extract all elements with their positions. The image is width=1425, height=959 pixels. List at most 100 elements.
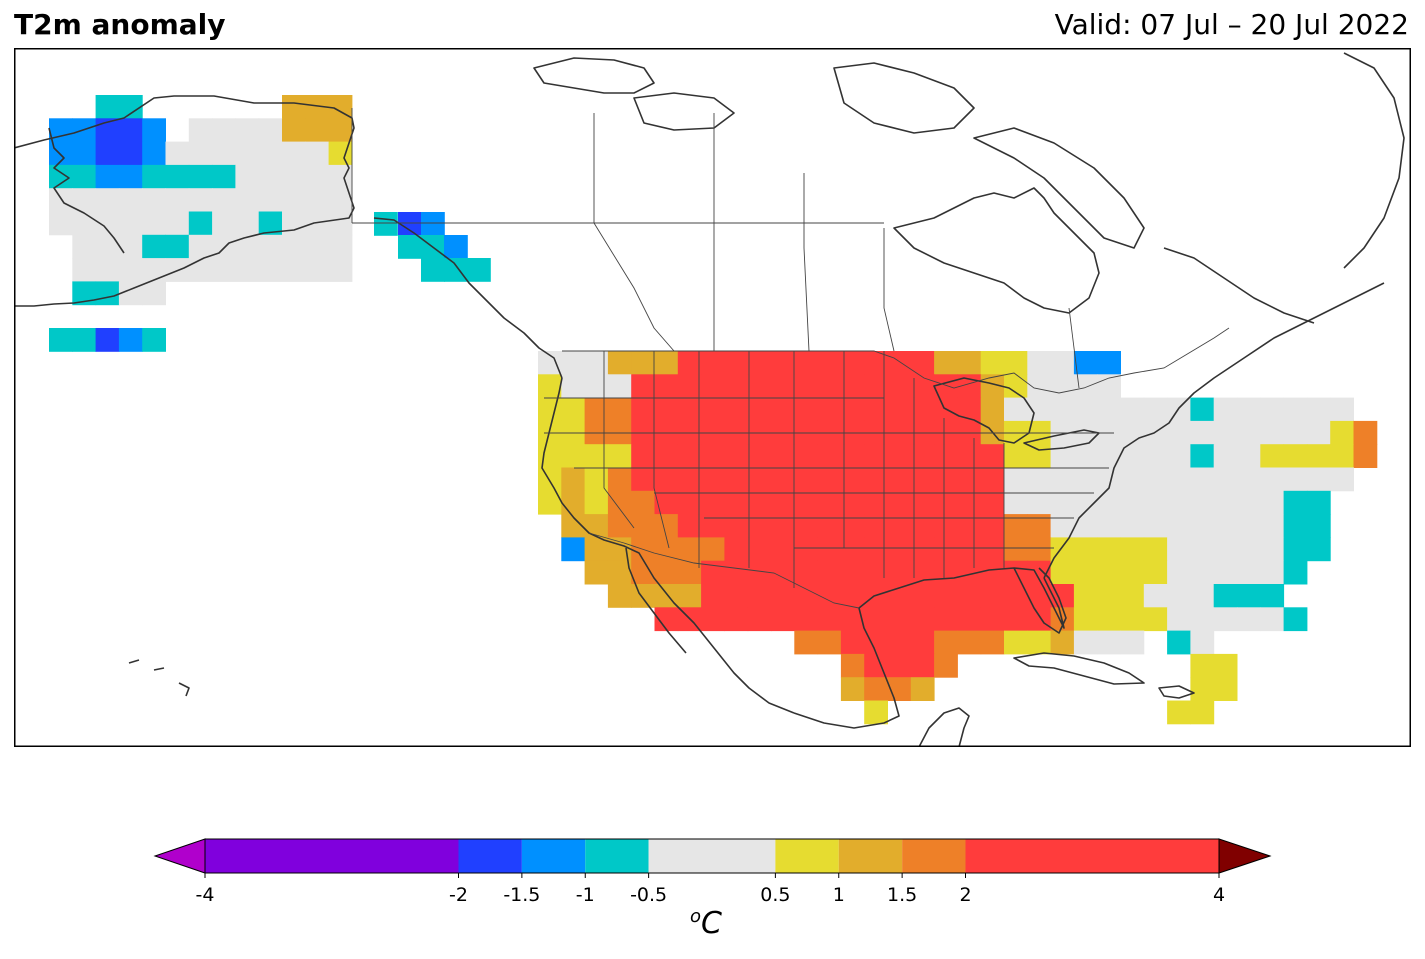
conus-cell: [864, 700, 888, 725]
conus-cell: [1120, 420, 1145, 445]
colorbar-tick-label: 4: [1213, 884, 1225, 906]
conus-cell: [1190, 420, 1215, 445]
conus-cell: [1073, 537, 1098, 562]
conus-cell: [654, 374, 679, 399]
panhandle-cell: [398, 235, 422, 259]
panhandle-cell: [444, 258, 468, 282]
conus-cell: [864, 607, 888, 632]
conus-cell: [701, 560, 725, 585]
alaska-cell: [72, 258, 97, 282]
conus-cell: [840, 677, 865, 701]
conus-cell: [771, 560, 795, 585]
conus-cell: [1097, 490, 1121, 515]
conus-cell: [1120, 584, 1145, 608]
conus-cell: [1004, 607, 1028, 632]
conus-cell: [607, 560, 632, 585]
alaska-cell: [305, 95, 330, 119]
conus-cell: [1004, 351, 1028, 375]
conus-cell: [840, 490, 865, 515]
arctic-island-3: [833, 62, 975, 134]
conus-cell: [1073, 584, 1098, 608]
conus-cell: [1190, 397, 1215, 422]
conus-cell: [724, 537, 749, 562]
alaska-cell: [118, 188, 143, 212]
conus-cell: [677, 397, 702, 422]
conus-cell: [840, 537, 865, 562]
conus-cell: [1143, 397, 1168, 422]
conus-cell: [1213, 537, 1238, 562]
alaska-cell: [212, 258, 236, 282]
conus-cell: [1167, 560, 1191, 585]
conus-cell: [1237, 607, 1261, 632]
alaska-cell: [72, 164, 97, 189]
alaska-cell: [72, 328, 97, 352]
conus-cell: [1004, 490, 1028, 515]
alaska-cell: [258, 258, 283, 282]
canada-west-coast: [373, 217, 563, 379]
conus-cell: [910, 537, 935, 562]
conus-cell: [1260, 444, 1285, 468]
conus-cell: [1120, 490, 1145, 515]
anomaly-cells: [49, 95, 1378, 725]
alaska-cell: [328, 164, 353, 189]
conus-cell: [1167, 584, 1191, 608]
conus-cell: [747, 560, 772, 585]
conus-cell: [724, 514, 749, 538]
conus-cell: [747, 537, 772, 562]
alaska-cell: [235, 118, 260, 143]
conus-cell: [1237, 560, 1261, 585]
conus-cell: [957, 560, 982, 585]
alaska-cell: [305, 141, 330, 166]
conus-cell: [1097, 514, 1121, 538]
conus-cell: [701, 467, 725, 492]
arctic-island-1: [533, 57, 655, 94]
alaska-west-coast: [48, 127, 125, 254]
conus-cell: [1167, 490, 1191, 515]
conus-cell: [934, 653, 958, 678]
conus-cell: [1143, 584, 1168, 608]
conus-cell: [724, 490, 749, 515]
conus-cell: [934, 560, 958, 585]
alaska-cell: [258, 118, 283, 143]
conus-cell: [840, 630, 865, 655]
conus-cell: [771, 607, 795, 632]
conus-cell: [1237, 467, 1261, 492]
conus-cell: [771, 514, 795, 538]
colorbar-bin: [585, 839, 649, 873]
conus-cell: [631, 490, 655, 515]
conus-cell: [1213, 607, 1238, 632]
conus-cell: [724, 607, 749, 632]
conus-cell: [1190, 607, 1215, 632]
conus-cell: [1120, 467, 1145, 492]
conus-cell: [794, 514, 819, 538]
conus-cell: [934, 630, 958, 655]
alaska-cell: [328, 211, 353, 236]
conus-cell: [864, 444, 888, 468]
conus-cell: [864, 653, 888, 678]
conus-cell: [1004, 467, 1028, 492]
conus-cell: [1097, 397, 1121, 422]
conus-cell: [1120, 560, 1145, 585]
conus-cell: [1097, 467, 1121, 492]
conus-cell: [794, 607, 819, 632]
conus-cell: [1027, 351, 1052, 375]
conus-cell: [747, 584, 772, 608]
alaska-cell: [118, 211, 143, 236]
conus-cell: [1213, 420, 1238, 445]
conus-cell: [1143, 514, 1168, 538]
conus-cell: [840, 607, 865, 632]
conus-cell: [817, 397, 842, 422]
conus-cell: [584, 514, 609, 538]
colorbar-tick-label: -2: [449, 884, 468, 906]
conus-cell: [631, 584, 655, 608]
conus-cell: [1190, 467, 1215, 492]
conus-cell: [538, 467, 562, 492]
alaska-cell: [95, 188, 120, 212]
colorbar-bin: [965, 839, 1219, 873]
colorbar-unit: oC: [690, 906, 722, 941]
conus-cell: [1097, 351, 1121, 375]
alaska-cell: [188, 234, 213, 259]
conus-cell: [1306, 467, 1331, 492]
conus-cell: [747, 374, 772, 399]
alaska-cell: [188, 211, 213, 236]
